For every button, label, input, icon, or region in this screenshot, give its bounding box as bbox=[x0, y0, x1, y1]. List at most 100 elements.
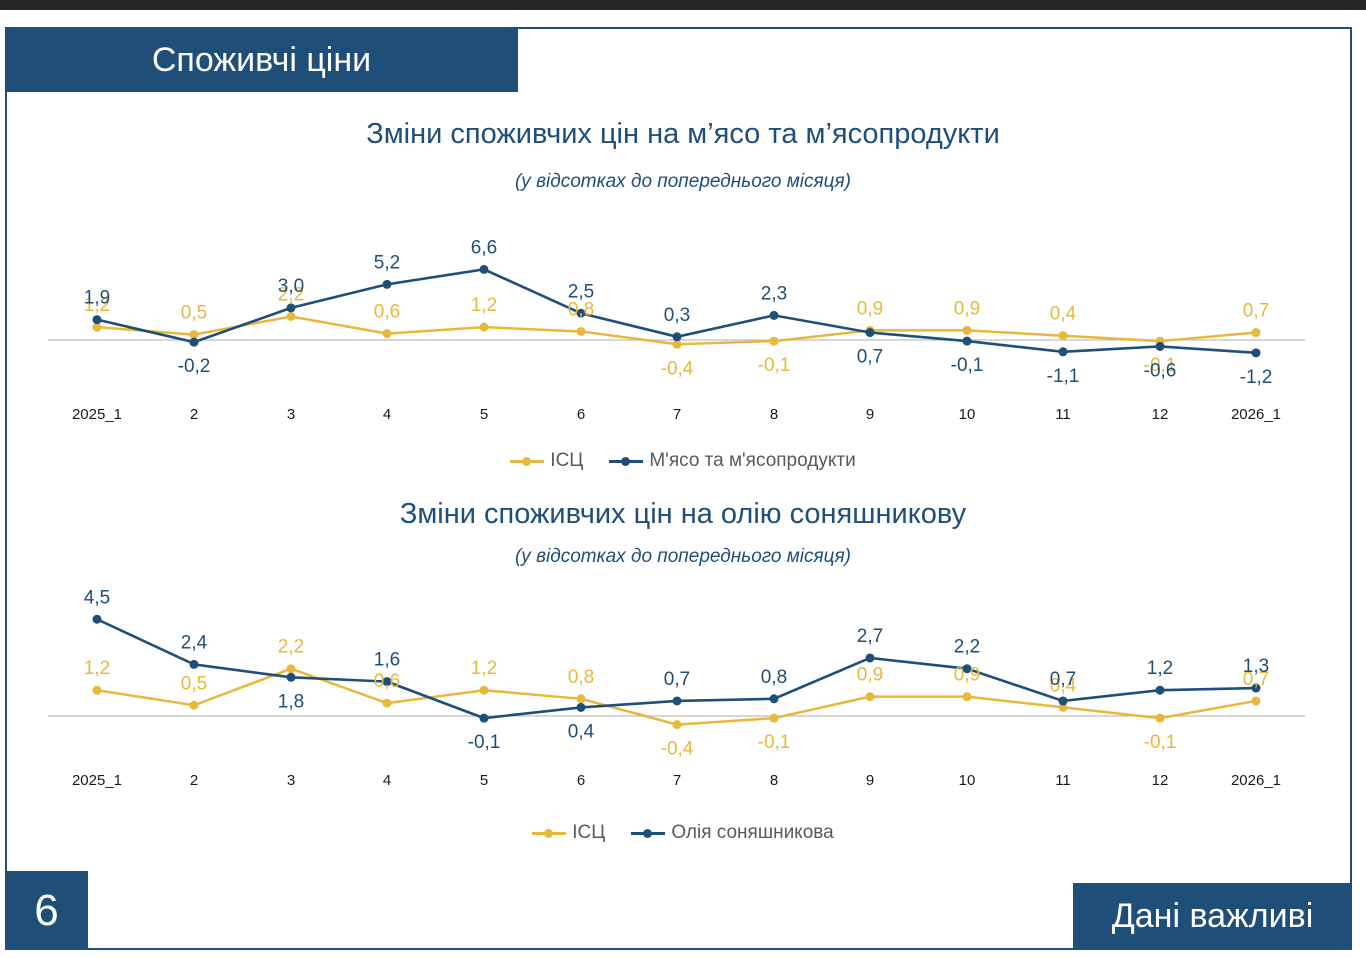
data-point-cpi bbox=[479, 685, 489, 695]
x-tick-label: 6 bbox=[577, 772, 585, 789]
data-point-cpi bbox=[672, 720, 682, 730]
data-label-cpi: 0,8 bbox=[568, 667, 594, 688]
data-point-cpi bbox=[382, 698, 392, 708]
data-label-series: -0,1 bbox=[468, 732, 501, 753]
data-label-cpi: -0,1 bbox=[758, 355, 791, 376]
data-point-series bbox=[382, 279, 392, 289]
data-point-series bbox=[865, 653, 875, 663]
data-label-series: 1,8 bbox=[278, 691, 304, 712]
x-tick-label: 11 bbox=[1055, 406, 1071, 423]
data-point-series bbox=[1251, 348, 1261, 358]
data-label-cpi: 0,9 bbox=[857, 665, 883, 686]
legend-oil-label: Олія соняшникова bbox=[671, 822, 834, 843]
data-label-series: 0,7 bbox=[664, 669, 690, 690]
chart1-plot: 2025_1 2 3 4 5 6 7 8 9 10 11 12 2026_1 1,2 0,5 2,2 0,6 1,… bbox=[48, 237, 1305, 423]
x-tick-label: 9 bbox=[866, 406, 874, 423]
data-label-cpi: -0,4 bbox=[661, 739, 694, 760]
data-point-series bbox=[1058, 696, 1068, 706]
x-tick-label: 6 bbox=[577, 406, 585, 423]
data-point-cpi bbox=[1251, 328, 1261, 338]
x-tick-label: 9 bbox=[866, 772, 874, 789]
x-tick-label: 4 bbox=[383, 772, 391, 789]
data-label-cpi: 0,7 bbox=[1243, 669, 1269, 690]
data-label-series: 1,3 bbox=[1243, 656, 1269, 677]
data-label-cpi: -0,4 bbox=[661, 358, 694, 379]
data-label-cpi: -0,1 bbox=[1144, 355, 1177, 376]
data-label-series: 2,5 bbox=[568, 281, 594, 302]
x-tick-label: 2026_1 bbox=[1231, 406, 1281, 423]
data-label-cpi: -0,1 bbox=[1144, 732, 1177, 753]
data-label-series: 2,3 bbox=[761, 283, 787, 304]
data-point-cpi bbox=[1058, 331, 1068, 341]
x-tick-label: 12 bbox=[1152, 772, 1169, 789]
data-label-cpi: 0,4 bbox=[1050, 304, 1077, 325]
data-label-cpi: 0,5 bbox=[181, 303, 207, 324]
data-label-series: 3,0 bbox=[278, 276, 304, 297]
chart1-title: Зміни споживчих цін на м’ясо та м’ясопро… bbox=[366, 118, 1000, 150]
data-point-cpi bbox=[1058, 702, 1068, 712]
data-label-series: 0,7 bbox=[1050, 669, 1076, 690]
data-point-series bbox=[576, 702, 586, 712]
x-tick-label: 2 bbox=[190, 772, 198, 789]
x-tick-label: 12 bbox=[1152, 406, 1169, 423]
x-tick-label: 2026_1 bbox=[1231, 772, 1281, 789]
data-label-cpi: 1,2 bbox=[84, 658, 110, 679]
data-label-series: 0,4 bbox=[568, 721, 595, 742]
legend-cpi-label: ІСЦ bbox=[572, 822, 606, 843]
data-point-series bbox=[189, 337, 199, 347]
x-tick-label: 8 bbox=[770, 406, 778, 423]
data-label-cpi: 1,2 bbox=[471, 295, 497, 316]
data-point-cpi bbox=[382, 329, 392, 339]
legend-item-cpi: ІСЦ bbox=[532, 822, 605, 844]
chart1-subtitle: (у відсотках до попереднього місяця) bbox=[514, 171, 852, 192]
legend-meat-label: М'ясо та м'ясопродукти bbox=[649, 450, 856, 471]
data-label-cpi: 1,2 bbox=[84, 295, 110, 316]
data-label-series: 2,4 bbox=[181, 632, 208, 653]
data-point-series bbox=[576, 308, 586, 318]
x-tick-label: 10 bbox=[959, 406, 976, 423]
x-tick-label: 2 bbox=[190, 406, 198, 423]
x-tick-label: 8 bbox=[770, 772, 778, 789]
data-label-cpi: 0,9 bbox=[857, 298, 883, 319]
data-point-series bbox=[962, 664, 972, 674]
data-point-cpi bbox=[286, 311, 296, 321]
data-point-series bbox=[92, 315, 102, 325]
legend-item-meat: М'ясо та м'ясопродукти bbox=[609, 450, 856, 472]
legend-cpi-marker-icon bbox=[532, 828, 567, 838]
data-point-cpi bbox=[1155, 713, 1165, 723]
data-point-cpi bbox=[576, 694, 586, 704]
data-label-series: 0,7 bbox=[857, 347, 883, 368]
x-tick-label: 3 bbox=[287, 406, 295, 423]
data-label-series: 0,3 bbox=[664, 305, 690, 326]
data-point-series bbox=[479, 713, 489, 723]
data-point-cpi bbox=[672, 339, 682, 349]
legend-cpi-marker-icon bbox=[510, 456, 545, 466]
data-point-cpi bbox=[962, 692, 972, 702]
data-point-series bbox=[479, 264, 489, 274]
section-title: Споживчі ціни bbox=[5, 29, 518, 92]
data-label-series: 4,5 bbox=[84, 587, 110, 608]
data-point-cpi bbox=[189, 700, 199, 710]
data-point-cpi bbox=[189, 330, 199, 340]
x-tick-label: 5 bbox=[480, 772, 488, 789]
data-point-series bbox=[286, 303, 296, 313]
window-top-bar bbox=[0, 0, 1366, 10]
chart1-legend: ІСЦ М'ясо та м'ясопродукти bbox=[0, 450, 1366, 472]
data-label-series: 0,8 bbox=[761, 667, 787, 688]
chart2-subtitle: (у відсотках до попереднього місяця) bbox=[514, 546, 852, 567]
data-point-series bbox=[286, 672, 296, 682]
data-label-series: -1,1 bbox=[1047, 366, 1080, 387]
data-label-series: 2,2 bbox=[954, 637, 980, 658]
data-label-cpi: 0,9 bbox=[954, 298, 980, 319]
data-point-series bbox=[1058, 347, 1068, 357]
data-label-cpi: 2,2 bbox=[278, 637, 304, 658]
data-point-cpi bbox=[962, 325, 972, 335]
x-tick-label: 5 bbox=[480, 406, 488, 423]
data-label-cpi: 0,8 bbox=[568, 299, 594, 320]
x-tick-label: 4 bbox=[383, 406, 391, 423]
data-point-series bbox=[865, 328, 875, 338]
data-point-cpi bbox=[92, 322, 102, 332]
data-point-series bbox=[189, 659, 199, 669]
data-label-cpi: 0,9 bbox=[954, 665, 980, 686]
data-label-series: -0,6 bbox=[1144, 360, 1177, 381]
